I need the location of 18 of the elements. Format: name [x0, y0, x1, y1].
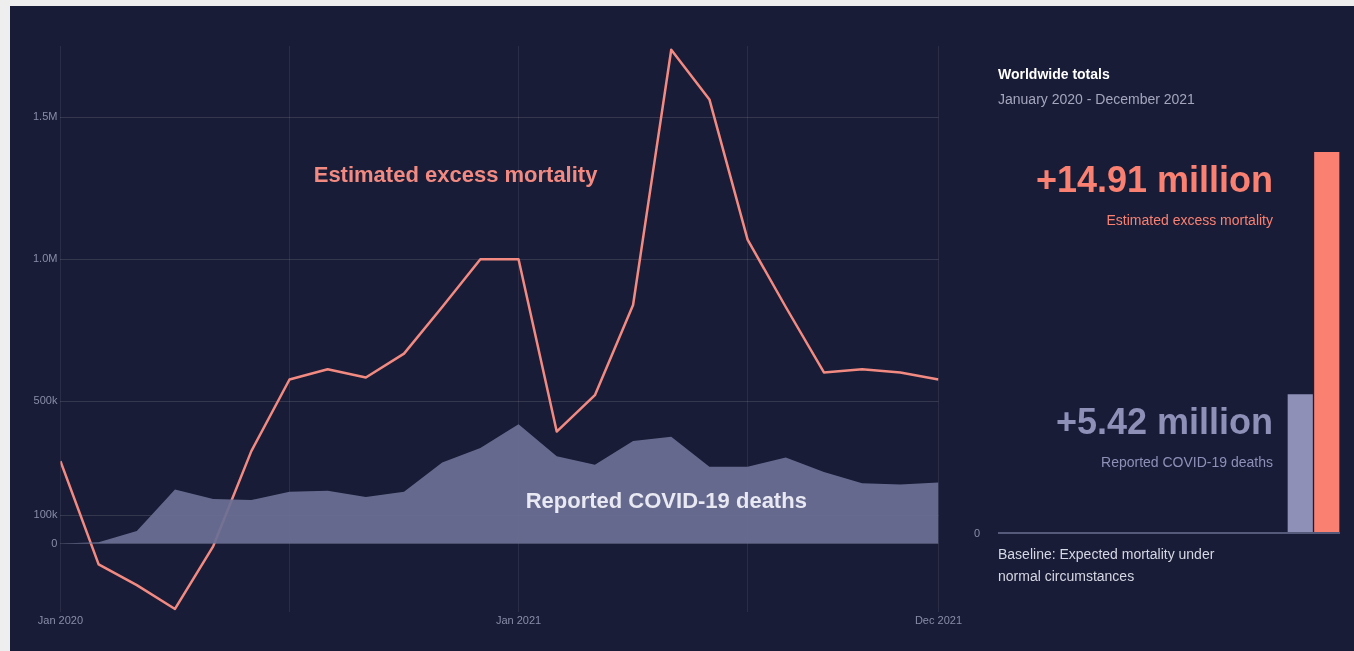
y-tick-label: 100k [33, 508, 58, 521]
text: +5.42 million [1055, 401, 1273, 443]
text: January 2020 - December 2021 [998, 91, 1196, 107]
y-tick-label: 500k [33, 394, 58, 407]
x-tick-label: Jan 2021 [495, 614, 542, 627]
ref-line-label: Baseline: Expected mortality under normal circumstances [998, 546, 1215, 584]
y-tick-label: 0 [51, 536, 58, 549]
text: Estimated excess mortality [1106, 212, 1273, 228]
x-tick-label: Dec 2021 [914, 614, 962, 627]
text: +14.91 million [1035, 159, 1273, 200]
series-label: Reported COVID-19 deaths [525, 487, 807, 513]
text: Estimated excess mortality [313, 162, 599, 188]
text: Reported COVID-19 deaths [1101, 454, 1273, 471]
x-tick-label: Jan 2020 [37, 614, 84, 627]
text: Worldwide totals [998, 66, 1110, 82]
y-tick-label: 1.0M [32, 252, 58, 265]
text: 0 [973, 527, 981, 539]
y-tick-label: 1.5M [32, 110, 58, 123]
